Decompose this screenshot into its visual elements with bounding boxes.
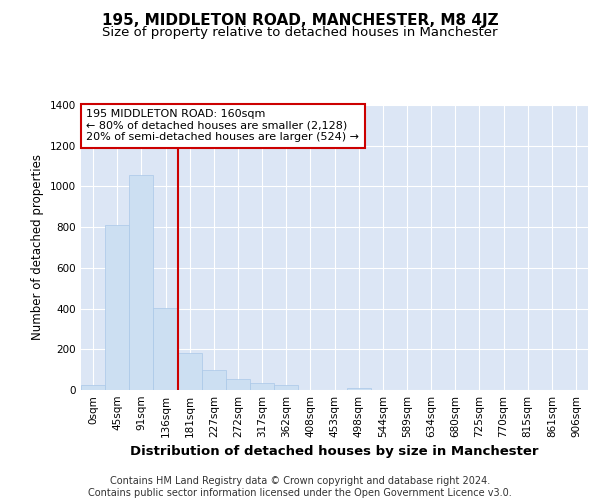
X-axis label: Distribution of detached houses by size in Manchester: Distribution of detached houses by size …: [130, 446, 539, 458]
Bar: [178, 354, 202, 390]
Text: 195, MIDDLETON ROAD, MANCHESTER, M8 4JZ: 195, MIDDLETON ROAD, MANCHESTER, M8 4JZ: [101, 12, 499, 28]
Bar: [154, 308, 178, 390]
Bar: [105, 225, 129, 390]
Bar: [129, 175, 154, 390]
Bar: [250, 383, 274, 390]
Text: 195 MIDDLETON ROAD: 160sqm
← 80% of detached houses are smaller (2,128)
20% of s: 195 MIDDLETON ROAD: 160sqm ← 80% of deta…: [86, 110, 359, 142]
Bar: [274, 385, 298, 390]
Y-axis label: Number of detached properties: Number of detached properties: [31, 154, 44, 340]
Bar: [226, 379, 250, 390]
Bar: [202, 370, 226, 390]
Bar: [81, 385, 105, 390]
Text: Contains HM Land Registry data © Crown copyright and database right 2024.
Contai: Contains HM Land Registry data © Crown c…: [88, 476, 512, 498]
Bar: [347, 388, 371, 390]
Text: Size of property relative to detached houses in Manchester: Size of property relative to detached ho…: [102, 26, 498, 39]
